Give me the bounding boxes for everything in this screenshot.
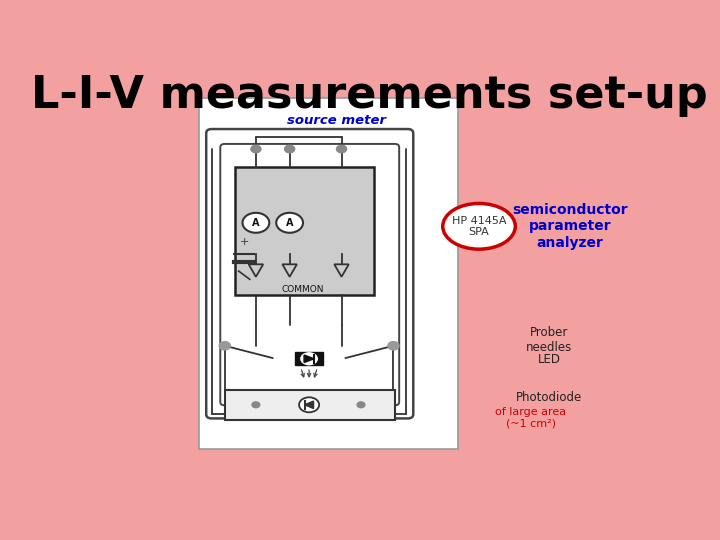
Ellipse shape xyxy=(443,204,516,249)
Circle shape xyxy=(276,213,303,233)
Text: LED: LED xyxy=(538,353,561,366)
Text: semiconductor
parameter
analyzer: semiconductor parameter analyzer xyxy=(512,203,628,249)
Text: +: + xyxy=(240,237,249,247)
Circle shape xyxy=(299,397,319,412)
Polygon shape xyxy=(304,355,314,362)
FancyBboxPatch shape xyxy=(199,98,459,449)
Circle shape xyxy=(336,145,346,153)
Text: Photodiode: Photodiode xyxy=(516,391,582,404)
Text: HP 4145A
SPA: HP 4145A SPA xyxy=(451,215,506,237)
Text: Prober
needles: Prober needles xyxy=(526,327,572,354)
Circle shape xyxy=(300,352,318,366)
FancyBboxPatch shape xyxy=(235,166,374,295)
Text: A: A xyxy=(252,218,260,228)
Text: A: A xyxy=(286,218,293,228)
Circle shape xyxy=(251,145,261,153)
Circle shape xyxy=(284,145,294,153)
Circle shape xyxy=(243,213,269,233)
Text: L-I-V measurements set-up: L-I-V measurements set-up xyxy=(31,75,707,118)
Text: source meter: source meter xyxy=(287,114,386,127)
FancyBboxPatch shape xyxy=(295,352,323,366)
Text: COMMON: COMMON xyxy=(282,285,324,294)
Circle shape xyxy=(252,402,260,408)
Circle shape xyxy=(219,342,230,350)
Text: −: − xyxy=(239,248,249,261)
Circle shape xyxy=(357,402,365,408)
Polygon shape xyxy=(305,401,313,409)
Circle shape xyxy=(388,342,399,350)
FancyBboxPatch shape xyxy=(225,390,395,420)
Text: of large area
(~1 cm²): of large area (~1 cm²) xyxy=(495,407,567,429)
